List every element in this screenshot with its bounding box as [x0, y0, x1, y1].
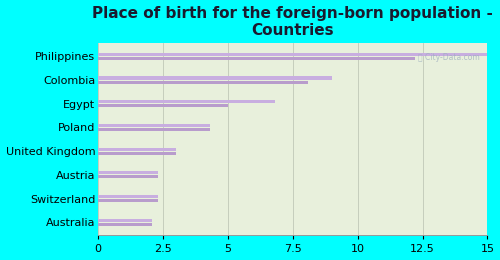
Bar	[98, 148, 176, 151]
Bar	[98, 219, 152, 222]
Bar	[98, 152, 176, 155]
Bar	[98, 124, 210, 127]
Bar	[98, 128, 210, 131]
Bar	[98, 199, 158, 202]
Text: Ⓛ City-Data.com: Ⓛ City-Data.com	[418, 53, 480, 62]
Bar	[98, 104, 228, 107]
Title: Place of birth for the foreign-born population -
Countries: Place of birth for the foreign-born popu…	[92, 5, 493, 38]
Bar	[98, 81, 308, 84]
Bar	[98, 100, 274, 103]
Bar	[98, 176, 158, 178]
Bar	[98, 171, 158, 174]
Bar	[98, 223, 152, 226]
Bar	[98, 57, 414, 60]
Bar	[98, 195, 158, 198]
Bar	[98, 53, 487, 56]
Bar	[98, 76, 332, 80]
